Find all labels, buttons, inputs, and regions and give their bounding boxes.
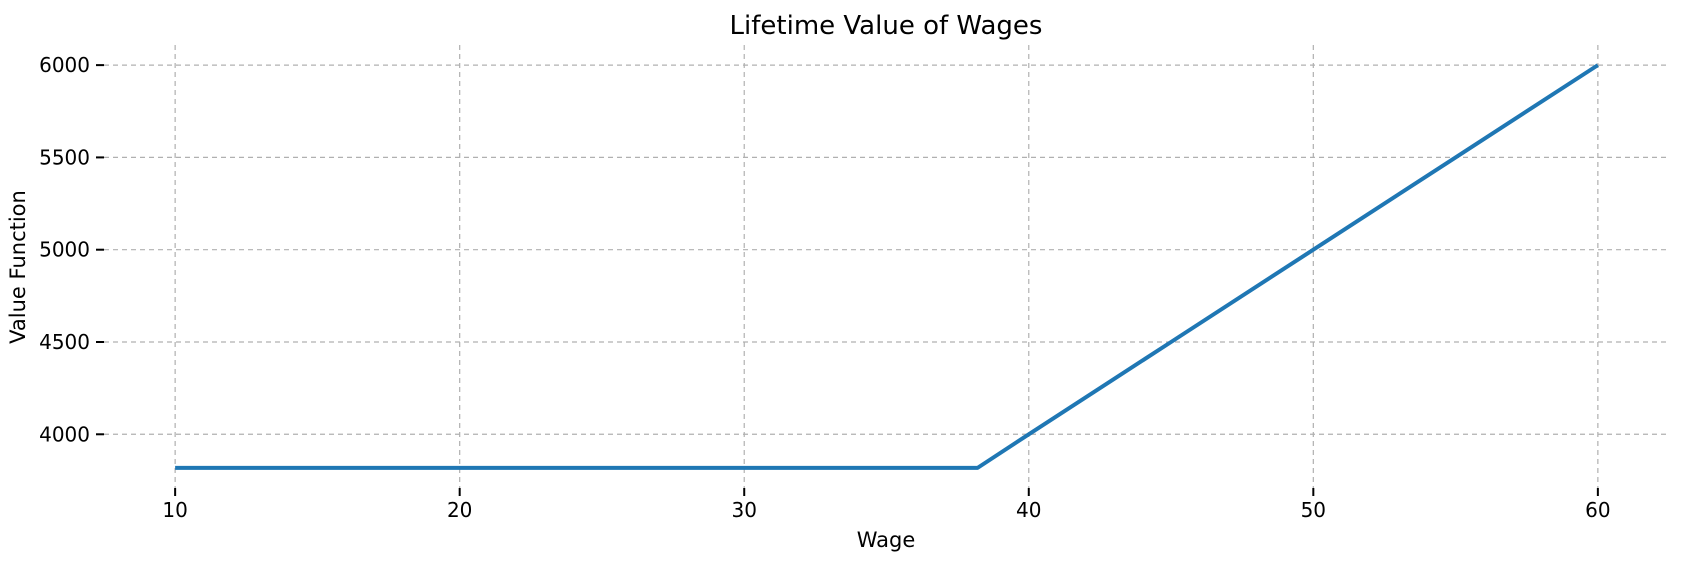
y-tick-label: 5500: [39, 145, 90, 169]
x-tick-labels: 10 20 30 40 50 60: [162, 498, 1610, 522]
chart-title: Lifetime Value of Wages: [730, 11, 1043, 41]
y-tick-label: 5000: [39, 238, 90, 262]
y-tick-label: 4000: [39, 422, 90, 446]
gridlines: [104, 45, 1669, 488]
y-tick-label: 6000: [39, 53, 90, 77]
x-tick-label: 10: [162, 498, 187, 522]
x-tick-label: 30: [732, 498, 757, 522]
y-tick-label: 4500: [39, 330, 90, 354]
x-tick-label: 40: [1016, 498, 1041, 522]
x-tick-label: 50: [1301, 498, 1326, 522]
value-function-line: [175, 63, 1599, 470]
x-tick-label: 20: [447, 498, 472, 522]
x-axis-label: Wage: [857, 528, 916, 552]
axis-tick-marks: [96, 64, 1599, 496]
y-axis-label: Value Function: [6, 190, 30, 344]
x-tick-label: 60: [1585, 498, 1610, 522]
y-tick-labels: 4000 4500 5000 5500 6000: [39, 53, 90, 446]
